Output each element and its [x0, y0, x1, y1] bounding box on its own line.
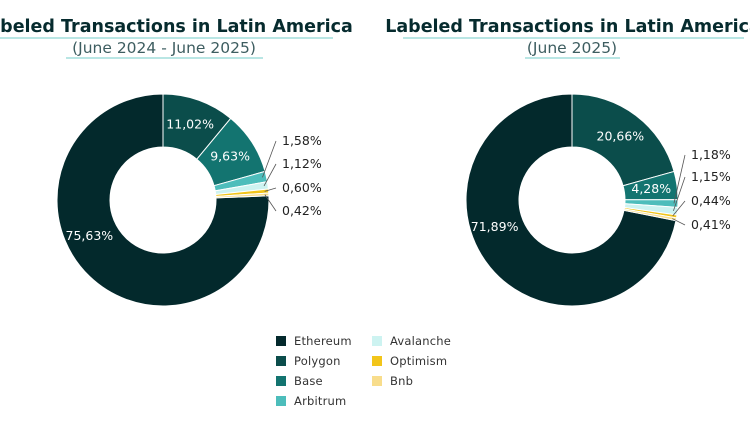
legend-label-ethereum: Ethereum — [294, 334, 352, 348]
chart-1-data-label-arbitrum: 1,58% — [282, 133, 322, 148]
legend-swatch-avalanche — [372, 336, 382, 346]
chart-1: Labeled Transactions in Latin America (J… — [0, 17, 353, 307]
chart-2-leader-avalanche — [673, 176, 686, 211]
chart-1-slice-ethereum — [56, 93, 270, 307]
chart-2-leader-arbitrum — [673, 154, 686, 204]
legend-swatch-base — [276, 376, 286, 386]
legend-swatch-polygon — [276, 356, 286, 366]
chart-1-data-label-ethereum: 75,63% — [66, 228, 114, 243]
legend-label-avalanche: Avalanche — [390, 334, 452, 348]
chart-2-slice-polygon — [571, 93, 675, 187]
legend-swatch-arbitrum — [276, 396, 286, 406]
chart-1-subtitle: (June 2024 - June 2025) — [72, 39, 256, 57]
chart-1-title: Labeled Transactions in Latin America — [0, 17, 353, 37]
legend-item-avalanche: Avalanche — [372, 333, 451, 349]
chart-2-data-label-optimism: 0,44% — [691, 193, 731, 208]
legend-item-optimism: Optimism — [372, 353, 447, 369]
legend-item-bnb: Bnb — [372, 373, 413, 389]
legend-label-arbitrum: Arbitrum — [294, 394, 347, 408]
chart-2-subtitle: (June 2025) — [527, 39, 617, 57]
chart-2-data-label-polygon: 20,66% — [597, 128, 645, 143]
chart-1-data-label-polygon: 11,02% — [166, 117, 214, 132]
chart-1-leader-optimism — [264, 187, 277, 192]
legend-label-base: Base — [294, 374, 323, 388]
legend: Ethereum Polygon Base Arbitrum Avalanche… — [276, 333, 476, 417]
legend-swatch-optimism — [372, 356, 382, 366]
chart-1-data-label-optimism: 0,60% — [282, 180, 322, 195]
chart-2-title: Labeled Transactions in Latin America — [385, 17, 750, 37]
chart-2-data-label-base: 4,28% — [631, 181, 671, 196]
chart-1-data-label-base: 9,63% — [210, 148, 250, 163]
chart-1-leader-avalanche — [263, 163, 277, 187]
chart-2: Labeled Transactions in Latin America (J… — [385, 17, 750, 307]
chart-1-slice-bnb — [215, 192, 270, 199]
chart-2-slice-ethereum — [465, 93, 677, 307]
chart-2-data-label-bnb: 0,41% — [691, 217, 731, 232]
chart-2-leader-optimism — [672, 200, 686, 217]
legend-item-polygon: Polygon — [276, 353, 341, 369]
legend-item-ethereum: Ethereum — [276, 333, 352, 349]
legend-label-polygon: Polygon — [294, 354, 341, 368]
legend-label-bnb: Bnb — [390, 374, 414, 388]
chart-1-data-label-bnb: 0,42% — [282, 203, 322, 218]
legend-item-base: Base — [276, 373, 323, 389]
chart-1-data-label-avalanche: 1,12% — [282, 156, 322, 171]
chart-2-data-label-avalanche: 1,15% — [691, 169, 731, 184]
chart-2-data-label-arbitrum: 1,18% — [691, 147, 731, 162]
legend-label-optimism: Optimism — [390, 354, 448, 368]
chart-2-data-label-ethereum: 71,89% — [471, 219, 519, 234]
chart-2-leader-bnb — [672, 218, 686, 226]
legend-swatch-ethereum — [276, 336, 286, 346]
chart-1-leader-arbitrum — [262, 140, 277, 178]
chart-2-slice-bnb — [623, 208, 678, 222]
legend-item-arbitrum: Arbitrum — [276, 393, 346, 409]
chart-1-leader-bnb — [264, 194, 277, 212]
legend-swatch-bnb — [372, 376, 382, 386]
